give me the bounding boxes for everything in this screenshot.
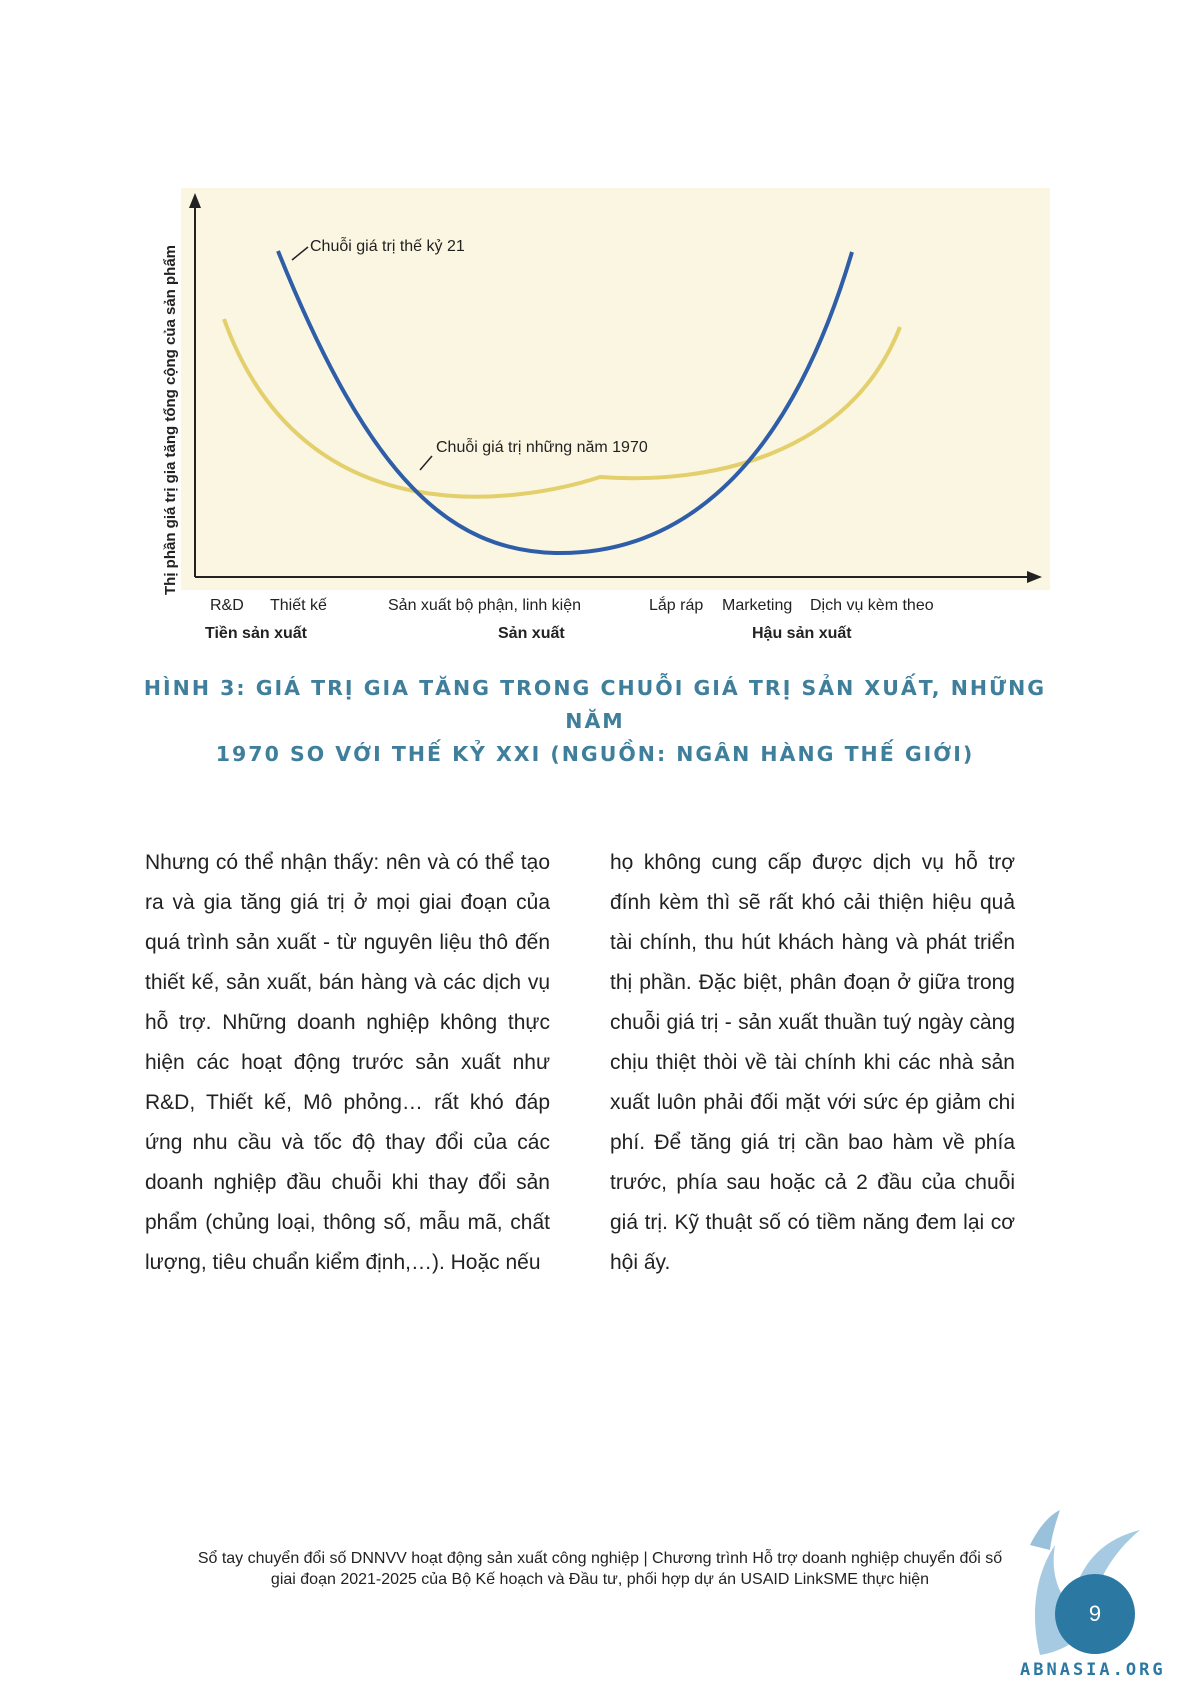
group-pre-production: Tiền sản xuất	[205, 625, 307, 642]
y-axis-label: Thị phần giá trị gia tăng tổng cộng của …	[162, 244, 179, 595]
value-chain-figure: Chuỗi giá trị thế kỷ 21 Chuỗi giá trị nh…	[150, 185, 1050, 655]
page-number-badge: 9	[1055, 1574, 1135, 1654]
x-axis-arrow	[1027, 571, 1042, 583]
tick-marketing: Marketing	[722, 597, 793, 614]
footer-line-2: giai đoạn 2021-2025 của Bộ Kế hoạch và Đ…	[270, 1571, 930, 1588]
curve-1970	[222, 318, 902, 499]
group-production: Sản xuất	[498, 625, 565, 642]
body-column-right: họ không cung cấp được dịch vụ hỗ trợ đí…	[610, 851, 1015, 1274]
caption-line-2: 1970 SO VỚI THẾ KỶ XXI (NGUỒN: NGÂN HÀNG…	[215, 742, 975, 766]
leader-line-c1970	[419, 455, 433, 471]
tick-services: Dịch vụ kèm theo	[810, 597, 934, 614]
page-footer: Sổ tay chuyển đổi số DNNVV hoạt động sản…	[130, 1548, 1070, 1590]
footer-line-1: Sổ tay chuyển đổi số DNNVV hoạt động sản…	[197, 1550, 1003, 1567]
smile-curve-chart: Chuỗi giá trị thế kỷ 21 Chuỗi giá trị nh…	[181, 188, 1050, 590]
label-c21: Chuỗi giá trị thế kỷ 21	[310, 236, 465, 255]
curve-21st-century	[276, 250, 854, 556]
tick-design: Thiết kế	[270, 597, 327, 614]
caption-line-1: HÌNH 3: GIÁ TRỊ GIA TĂNG TRONG CHUỖI GIÁ…	[143, 676, 1047, 733]
watermark: ABNASIA.ORG	[1020, 1660, 1166, 1680]
figure-caption: HÌNH 3: GIÁ TRỊ GIA TĂNG TRONG CHUỖI GIÁ…	[130, 672, 1060, 771]
group-post-production: Hậu sản xuất	[752, 625, 852, 642]
leader-line-c21	[291, 246, 309, 261]
chart-background	[181, 188, 1050, 590]
tick-rd: R&D	[210, 597, 244, 614]
y-axis-arrow	[189, 193, 201, 208]
tick-components: Sản xuất bộ phận, linh kiện	[388, 597, 582, 614]
tick-assembly: Lắp ráp	[649, 597, 704, 614]
body-column-left: Nhưng có thể nhận thấy: nên và có thể tạ…	[145, 851, 550, 1274]
label-c1970: Chuỗi giá trị những năm 1970	[436, 437, 648, 456]
